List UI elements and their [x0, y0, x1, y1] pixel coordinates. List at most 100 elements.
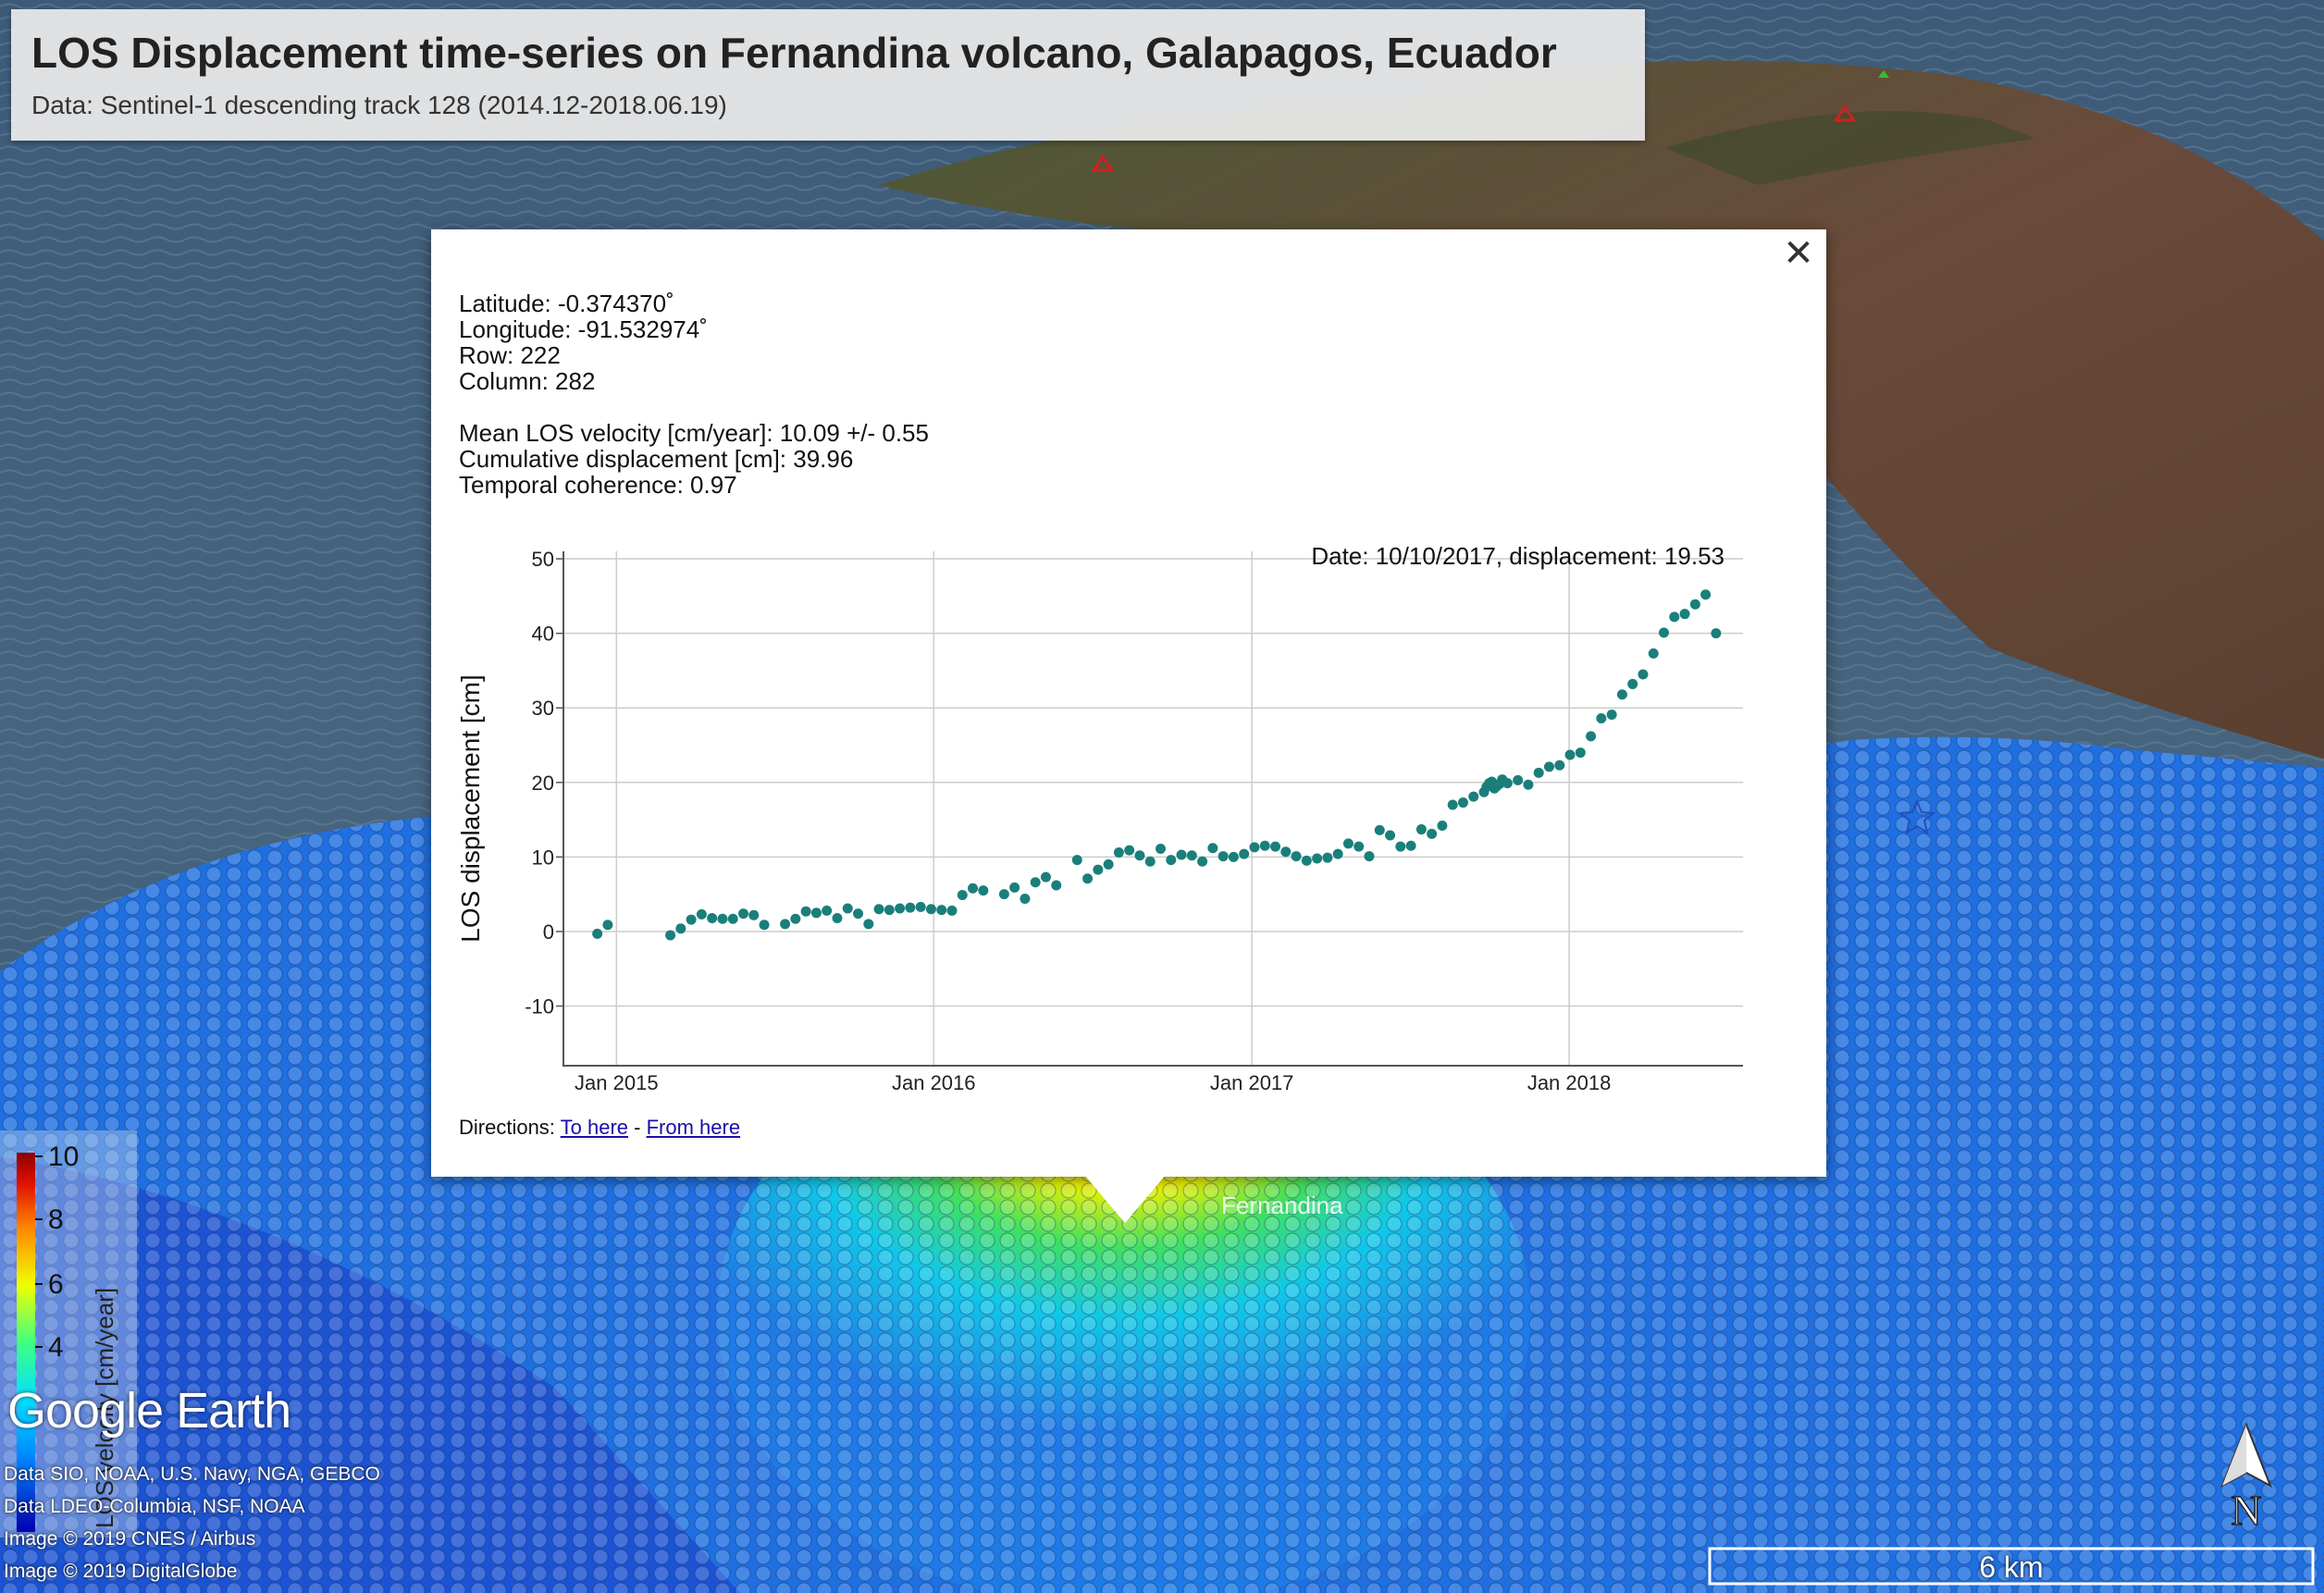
data-point[interactable]	[696, 908, 707, 920]
data-point[interactable]	[780, 919, 791, 930]
data-point[interactable]	[1301, 855, 1312, 866]
data-point[interactable]	[1447, 799, 1458, 810]
data-point[interactable]	[1186, 850, 1197, 861]
data-point[interactable]	[863, 919, 874, 930]
data-point[interactable]	[1093, 864, 1104, 875]
data-point[interactable]	[1228, 851, 1239, 862]
data-point[interactable]	[707, 912, 718, 923]
data-point[interactable]	[998, 889, 1009, 900]
data-point[interactable]	[675, 923, 686, 934]
data-point[interactable]	[873, 904, 884, 915]
data-point[interactable]	[936, 905, 947, 916]
data-point[interactable]	[1533, 767, 1544, 778]
data-point[interactable]	[1280, 846, 1292, 858]
data-point[interactable]	[1405, 840, 1416, 851]
data-point[interactable]	[1457, 797, 1468, 809]
data-point[interactable]	[1437, 821, 1448, 832]
data-point[interactable]	[1144, 856, 1156, 867]
north-arrow-icon[interactable]: N	[2213, 1421, 2280, 1532]
data-point[interactable]	[1616, 689, 1627, 700]
data-point[interactable]	[1218, 851, 1229, 862]
data-point[interactable]	[1543, 761, 1554, 772]
data-point[interactable]	[1385, 830, 1396, 841]
to-here-link[interactable]: To here	[560, 1116, 629, 1139]
data-point[interactable]	[810, 908, 822, 919]
data-point[interactable]	[1259, 840, 1270, 851]
data-point[interactable]	[1322, 852, 1333, 863]
data-point[interactable]	[832, 912, 843, 923]
data-point[interactable]	[1155, 844, 1166, 855]
data-point[interactable]	[748, 909, 760, 920]
data-point[interactable]	[1575, 747, 1586, 759]
data-point[interactable]	[915, 901, 926, 912]
data-point[interactable]	[1554, 759, 1565, 771]
data-point[interactable]	[1415, 824, 1427, 835]
data-point[interactable]	[727, 913, 738, 924]
data-point[interactable]	[800, 906, 811, 917]
data-point[interactable]	[968, 883, 979, 894]
data-point[interactable]	[717, 913, 728, 924]
data-point[interactable]	[1606, 709, 1617, 720]
data-point[interactable]	[1513, 774, 1524, 785]
displacement-chart[interactable]: 50 40 30 20 10 0 -10 Jan 2015 Jan 2016 Jan 2017 Ja…	[431, 525, 1826, 1099]
data-point[interactable]	[1197, 856, 1208, 867]
data-point[interactable]	[1166, 855, 1177, 866]
data-point[interactable]	[1354, 841, 1365, 852]
data-point[interactable]	[884, 905, 895, 916]
data-point[interactable]	[1711, 628, 1722, 639]
data-point[interactable]	[592, 928, 603, 939]
data-point[interactable]	[1342, 838, 1354, 849]
data-point[interactable]	[1040, 871, 1051, 883]
data-point[interactable]	[1395, 841, 1406, 852]
data-point[interactable]	[957, 889, 968, 900]
data-point[interactable]	[759, 920, 770, 931]
data-point[interactable]	[1009, 882, 1020, 893]
data-point[interactable]	[1468, 791, 1479, 802]
data-point[interactable]	[842, 903, 853, 914]
data-point[interactable]	[1134, 850, 1145, 861]
data-point[interactable]	[1071, 855, 1082, 866]
data-point[interactable]	[1030, 877, 1041, 888]
data-point[interactable]	[1270, 841, 1281, 852]
data-point[interactable]	[1658, 627, 1669, 638]
close-icon[interactable]: ✕	[1783, 233, 1814, 274]
data-point[interactable]	[905, 902, 916, 913]
data-point[interactable]	[925, 904, 936, 915]
data-point[interactable]	[665, 930, 676, 941]
data-point[interactable]	[822, 905, 833, 916]
data-point[interactable]	[790, 913, 801, 924]
data-point[interactable]	[1374, 824, 1385, 835]
data-point[interactable]	[978, 885, 989, 896]
data-point[interactable]	[1648, 648, 1659, 659]
data-point[interactable]	[1312, 853, 1323, 864]
data-point[interactable]	[1427, 828, 1438, 839]
data-point[interactable]	[895, 903, 906, 914]
data-point[interactable]	[1124, 845, 1135, 856]
data-point[interactable]	[1627, 678, 1638, 689]
data-point[interactable]	[1051, 880, 1062, 891]
data-point[interactable]	[1700, 589, 1712, 600]
data-point[interactable]	[686, 914, 697, 925]
data-point[interactable]	[1502, 778, 1513, 789]
data-point[interactable]	[1689, 599, 1700, 610]
data-point[interactable]	[1082, 873, 1094, 884]
data-point[interactable]	[946, 905, 958, 916]
data-point[interactable]	[1113, 847, 1124, 858]
data-point[interactable]	[1020, 894, 1031, 905]
data-point[interactable]	[737, 908, 748, 920]
data-point[interactable]	[1239, 848, 1250, 859]
data-point[interactable]	[1586, 731, 1597, 742]
data-point[interactable]	[1596, 712, 1607, 723]
data-point[interactable]	[1103, 858, 1114, 870]
data-point[interactable]	[1564, 749, 1576, 760]
data-point[interactable]	[1523, 779, 1534, 790]
from-here-link[interactable]: From here	[646, 1116, 741, 1139]
data-point[interactable]	[1291, 851, 1302, 862]
data-point[interactable]	[1669, 611, 1680, 623]
star-placemark-icon[interactable]	[1898, 798, 1936, 835]
data-point[interactable]	[1638, 669, 1649, 680]
data-point[interactable]	[602, 920, 613, 931]
data-point[interactable]	[1332, 848, 1343, 859]
data-point[interactable]	[1364, 851, 1375, 862]
data-point[interactable]	[1207, 843, 1218, 854]
